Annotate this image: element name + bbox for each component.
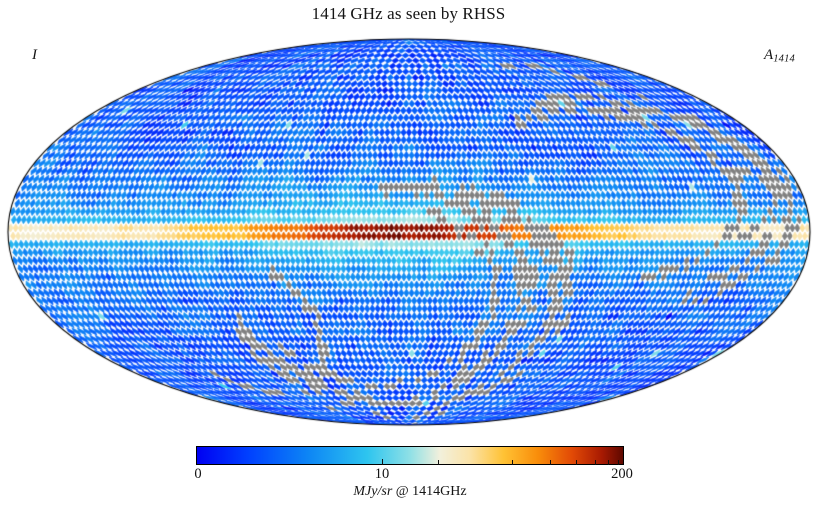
colorbar-unit-upright: @ 1414GHz [395,484,467,499]
colorbar-minor-tick [437,460,439,465]
colorbar-tick [382,459,383,465]
colorbar-minor-tick [608,460,610,465]
colorbar-minor-tick [595,460,597,465]
colorbar-axis-label: MJy/sr @ 1414GHz [196,484,624,500]
colorbar-tick-label: 200 [611,466,633,482]
colorbar-tick-label: 10 [374,466,390,482]
colorbar-minor-tick [575,460,577,465]
colorbar-minor-tick [549,460,551,465]
colorbar-unit-italic: MJy/sr [353,484,393,499]
colorbar-tick-label: 0 [194,466,202,482]
page-title: 1414 GHz as seen by RHSS [311,4,506,23]
colorbar-minor-tick [512,460,513,465]
colorbar: 0 10 200 [194,446,633,482]
colorbar-gradient [196,446,624,465]
colorbar-minor-tick [617,460,619,465]
mollweide-sky-map [0,28,817,428]
